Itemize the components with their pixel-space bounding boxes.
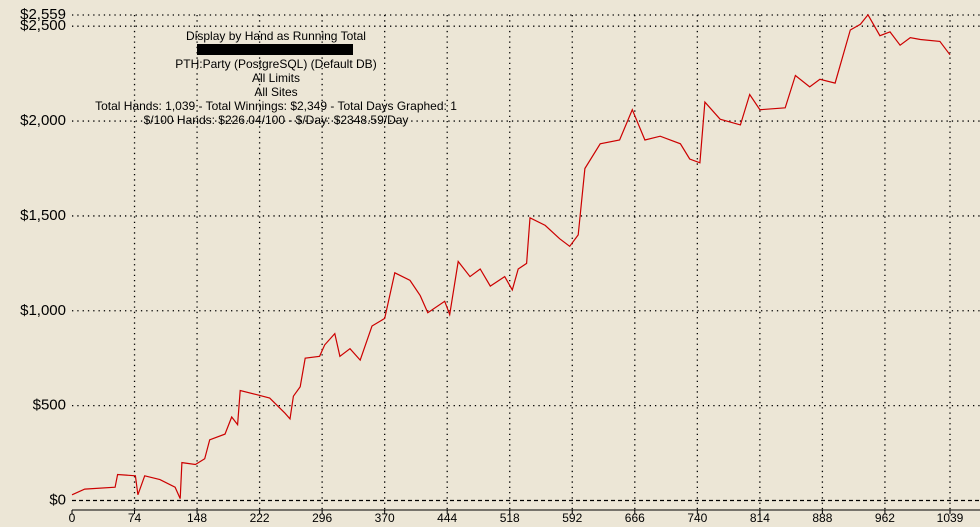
x-tick-label: 0: [69, 511, 76, 525]
y-tick-label: $0: [49, 491, 66, 508]
x-tick-label: 814: [750, 511, 770, 525]
chart-title: Display by Hand as Running Total: [186, 29, 366, 43]
subtitle-line: Total Hands: 1,039 - Total Winnings: $2,…: [95, 99, 457, 113]
y-tick-label: $500: [33, 397, 66, 414]
y-tick-label: $1,500: [20, 207, 66, 224]
x-tick-label: 962: [875, 511, 895, 525]
x-tick-label: 666: [625, 511, 645, 525]
x-tick-label: 222: [250, 511, 270, 525]
y-tick-label: $1,000: [20, 302, 66, 319]
y-tick-label: $2,000: [20, 112, 66, 129]
subtitle-line: $/100 Hands: $226.04/100 - $/Day: $2348.…: [144, 113, 409, 127]
x-tick-label: 370: [375, 511, 395, 525]
x-tick-label: 1039: [937, 511, 964, 525]
x-tick-label: 74: [128, 511, 142, 525]
x-tick-label: 148: [187, 511, 207, 525]
x-tick-label: 444: [437, 511, 457, 525]
subtitle-line: All Sites: [254, 85, 297, 99]
running-total-line: [71, 13, 951, 499]
x-tick-label: 592: [562, 511, 582, 525]
y-tick-label: $2,559: [20, 6, 66, 23]
x-tick-label: 518: [500, 511, 520, 525]
y-tick-label: $2,500: [20, 17, 66, 34]
subtitle-line: All Limits: [252, 71, 300, 85]
subtitle-line: PTH:Party (PostgreSQL) (Default DB): [175, 57, 376, 71]
x-tick-label: 296: [312, 511, 332, 525]
redacted-bar: [197, 44, 353, 55]
x-tick-label: 888: [812, 511, 832, 525]
x-tick-label: 740: [687, 511, 707, 525]
